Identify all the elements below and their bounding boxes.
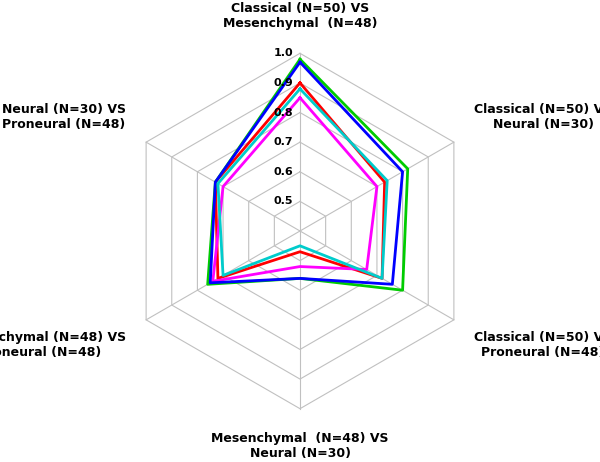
Text: Classical (N=50) VS
Proneural (N=48): Classical (N=50) VS Proneural (N=48) bbox=[474, 331, 600, 359]
Text: Mesenchymal  (N=48) VS
Neural (N=30): Mesenchymal (N=48) VS Neural (N=30) bbox=[211, 432, 389, 460]
Text: 0.5: 0.5 bbox=[274, 196, 293, 207]
Text: Neural (N=30) VS
Proneural (N=48): Neural (N=30) VS Proneural (N=48) bbox=[2, 103, 126, 131]
Text: 0.6: 0.6 bbox=[273, 167, 293, 177]
Text: 0.8: 0.8 bbox=[273, 108, 293, 117]
Text: 0.7: 0.7 bbox=[273, 137, 293, 147]
Text: Mesenchymal (N=48) VS
Proneural (N=48): Mesenchymal (N=48) VS Proneural (N=48) bbox=[0, 331, 126, 359]
Text: Classical (N=50) VS
Mesenchymal  (N=48): Classical (N=50) VS Mesenchymal (N=48) bbox=[223, 2, 377, 30]
Text: 1.0: 1.0 bbox=[273, 49, 293, 58]
Text: 0.9: 0.9 bbox=[273, 78, 293, 88]
Text: Classical (N=50) VS
Neural (N=30): Classical (N=50) VS Neural (N=30) bbox=[474, 103, 600, 131]
